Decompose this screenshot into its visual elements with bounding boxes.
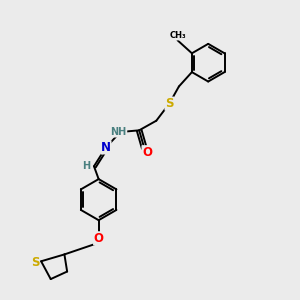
Text: H: H	[82, 160, 91, 171]
Text: O: O	[94, 232, 103, 245]
Text: CH₃: CH₃	[169, 31, 186, 40]
Text: S: S	[165, 97, 173, 110]
Text: N: N	[101, 141, 111, 154]
Text: NH: NH	[110, 127, 127, 137]
Text: S: S	[31, 256, 39, 269]
Text: O: O	[142, 146, 152, 159]
